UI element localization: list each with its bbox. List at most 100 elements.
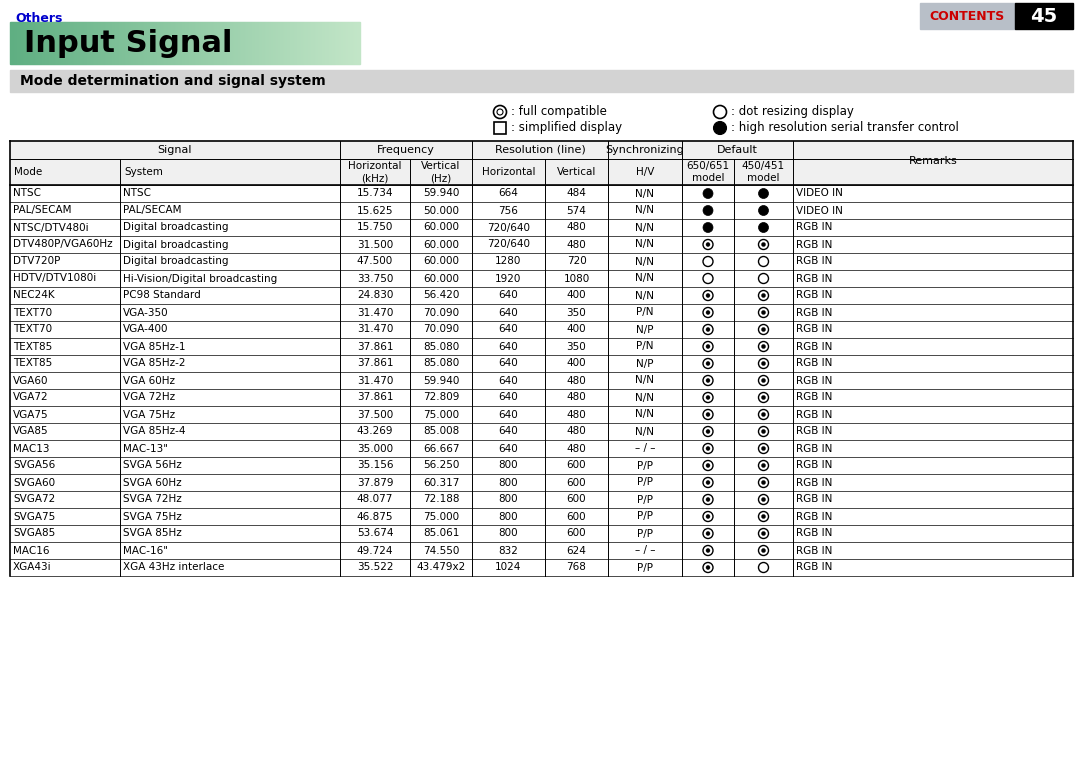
Text: RGB IN: RGB IN [796,410,833,419]
Text: Horizontal: Horizontal [482,167,536,177]
Text: Vertical: Vertical [557,167,596,177]
Text: TEXT85: TEXT85 [13,342,52,351]
Text: 800: 800 [499,494,518,504]
Circle shape [761,345,766,348]
Circle shape [758,189,769,199]
Bar [10,236,1074,253]
Text: 56.250: 56.250 [422,461,459,471]
Circle shape [706,429,710,433]
Text: VGA72: VGA72 [13,393,49,403]
Circle shape [706,361,710,365]
Text: : simplified display: : simplified display [511,121,622,134]
Text: VGA60: VGA60 [13,375,49,386]
Text: VGA75: VGA75 [13,410,49,419]
Text: DTV720P: DTV720P [13,257,60,267]
Text: 66.667: 66.667 [422,443,459,454]
Text: Others: Others [15,12,63,25]
Text: 31.500: 31.500 [356,239,393,250]
Text: 15.625: 15.625 [356,206,393,215]
Text: 53.674: 53.674 [356,529,393,539]
Bar [10,559,1074,576]
Text: VGA-400: VGA-400 [123,325,168,335]
Text: 720/640: 720/640 [487,222,530,232]
Text: 640: 640 [499,426,518,436]
Circle shape [706,310,710,315]
Text: 85.061: 85.061 [422,529,459,539]
Text: RGB IN: RGB IN [796,358,833,368]
Text: SVGA56: SVGA56 [13,461,55,471]
Circle shape [761,497,766,501]
Text: 800: 800 [499,512,518,522]
Text: Remarks: Remarks [908,156,957,166]
Text: 60.000: 60.000 [423,274,459,283]
Text: : high resolution serial transfer control: : high resolution serial transfer contro… [731,121,959,134]
Bar [10,423,1074,440]
Text: 640: 640 [499,375,518,386]
Circle shape [706,413,710,416]
Text: VGA 85Hz-4: VGA 85Hz-4 [123,426,186,436]
Text: 31.470: 31.470 [356,325,393,335]
Text: 75.000: 75.000 [423,410,459,419]
Circle shape [758,206,769,215]
Text: 480: 480 [567,426,586,436]
Circle shape [706,549,710,552]
Text: 1280: 1280 [496,257,522,267]
Bar [10,525,1074,542]
Text: RGB IN: RGB IN [796,426,833,436]
Text: 650/651
model: 650/651 model [687,160,730,183]
Text: 56.420: 56.420 [422,290,459,300]
Text: N/N: N/N [635,393,654,403]
Circle shape [761,429,766,433]
Text: 800: 800 [499,478,518,487]
Text: Resolution (line): Resolution (line) [495,145,585,155]
Text: VGA 85Hz-2: VGA 85Hz-2 [123,358,186,368]
Text: 400: 400 [567,290,586,300]
Bar [10,219,1074,236]
Text: SVGA 75Hz: SVGA 75Hz [123,512,181,522]
Text: RGB IN: RGB IN [796,461,833,471]
Bar [10,508,1074,525]
Text: DTV480P/VGA60Hz: DTV480P/VGA60Hz [13,239,112,250]
Text: NEC24K: NEC24K [13,290,55,300]
Bar [10,542,1074,559]
Text: RGB IN: RGB IN [796,222,833,232]
Text: 574: 574 [567,206,586,215]
Bar [10,355,1074,372]
Text: NTSC: NTSC [13,189,41,199]
Text: N/N: N/N [635,239,654,250]
Text: 800: 800 [499,529,518,539]
Text: – / –: – / – [635,443,656,454]
Bar [10,338,1074,355]
Text: NTSC/DTV480i: NTSC/DTV480i [13,222,89,232]
Circle shape [761,464,766,468]
Text: 450/451
model: 450/451 model [742,160,785,183]
Text: 600: 600 [567,494,586,504]
Text: N/N: N/N [635,189,654,199]
Text: 60.317: 60.317 [422,478,459,487]
Text: Mode: Mode [14,167,42,177]
Text: VGA 85Hz-1: VGA 85Hz-1 [123,342,186,351]
Text: 350: 350 [567,342,586,351]
Text: 70.090: 70.090 [423,307,459,318]
Circle shape [706,481,710,484]
Circle shape [761,446,766,451]
Text: MAC-13": MAC-13" [123,443,168,454]
Bar [10,474,1074,491]
Circle shape [706,497,710,501]
Text: 484: 484 [567,189,586,199]
Text: Default: Default [717,145,758,155]
Text: 640: 640 [499,358,518,368]
Text: 72.188: 72.188 [422,494,459,504]
Text: 74.550: 74.550 [422,545,459,555]
Text: 60.000: 60.000 [423,239,459,250]
Text: 37.500: 37.500 [356,410,393,419]
Bar [10,141,1074,185]
Text: VGA85: VGA85 [13,426,49,436]
Circle shape [706,532,710,536]
Text: N/N: N/N [635,410,654,419]
Bar [920,3,1015,29]
Circle shape [761,396,766,400]
Circle shape [761,413,766,416]
Text: 640: 640 [499,290,518,300]
Text: 800: 800 [499,461,518,471]
